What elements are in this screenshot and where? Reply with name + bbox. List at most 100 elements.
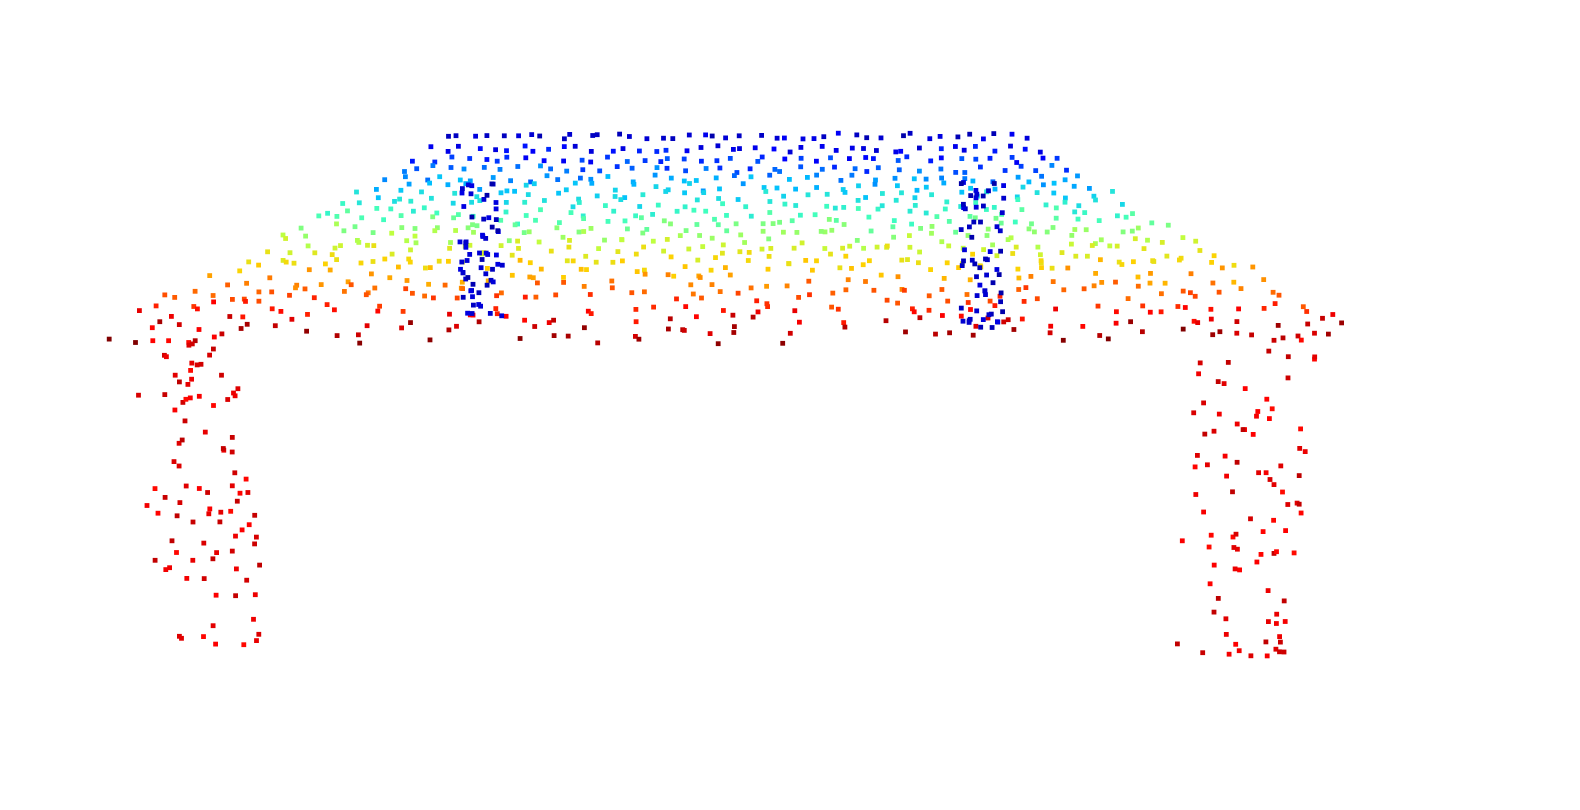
- tabletop-point: [554, 225, 560, 231]
- tabletop-point: [256, 298, 262, 304]
- tabletop-point: [875, 206, 881, 212]
- front-leg-point: [217, 519, 223, 525]
- back-leg-point: [969, 234, 975, 240]
- front-leg-point: [1254, 413, 1259, 419]
- tabletop-point: [291, 260, 297, 266]
- tabletop-point: [532, 324, 538, 329]
- back-leg-point: [968, 193, 974, 198]
- tabletop-point: [1135, 283, 1141, 289]
- tabletop-point: [1192, 293, 1198, 299]
- tabletop-point: [683, 228, 689, 233]
- tabletop-point: [665, 272, 671, 278]
- tabletop-point: [671, 273, 677, 279]
- tabletop-point: [408, 247, 413, 253]
- front-leg-point: [1285, 375, 1291, 381]
- tabletop-point: [605, 154, 610, 160]
- tabletop-point: [454, 295, 460, 301]
- tabletop-point: [664, 165, 670, 171]
- tabletop-point: [878, 272, 884, 278]
- tabletop-point: [878, 135, 884, 141]
- tabletop-point: [658, 159, 664, 164]
- back-leg-point: [959, 263, 965, 268]
- front-leg-point: [184, 576, 190, 581]
- tabletop-point: [819, 166, 825, 172]
- tabletop-point: [1165, 222, 1171, 228]
- tabletop-point: [934, 214, 940, 219]
- back-leg-point: [977, 282, 983, 288]
- tabletop-point: [388, 206, 394, 212]
- tabletop-point: [727, 272, 733, 278]
- tabletop-point: [843, 253, 849, 259]
- tabletop-point: [712, 216, 717, 222]
- tabletop-point: [412, 226, 418, 231]
- tabletop-point: [736, 133, 742, 139]
- tabletop-point: [504, 148, 509, 154]
- tabletop-point: [748, 285, 754, 291]
- front-leg-point: [144, 503, 150, 508]
- tabletop-point: [941, 180, 947, 186]
- tabletop-point: [422, 293, 427, 299]
- tabletop-point: [445, 149, 451, 154]
- tabletop-point: [435, 225, 440, 231]
- tabletop-point: [153, 303, 159, 309]
- tabletop-point: [381, 217, 386, 223]
- tabletop-point: [227, 314, 233, 319]
- front-leg-point: [210, 623, 216, 629]
- tabletop-point: [537, 133, 543, 139]
- front-leg-point: [229, 548, 235, 554]
- tabletop-point: [1195, 320, 1201, 325]
- tabletop-point: [1008, 235, 1014, 241]
- tabletop-point: [603, 203, 608, 208]
- back-leg-point: [984, 272, 989, 278]
- front-leg-point: [1201, 509, 1206, 515]
- back-leg-point: [969, 257, 975, 263]
- back-leg-point: [971, 219, 977, 225]
- front-leg-point: [179, 635, 184, 641]
- tabletop-point: [681, 178, 687, 184]
- tabletop-point: [835, 306, 841, 312]
- tabletop-point: [1149, 220, 1155, 226]
- tabletop-point: [1123, 214, 1129, 220]
- tabletop-point: [861, 146, 866, 151]
- tabletop-point: [849, 172, 855, 178]
- tabletop-point: [708, 267, 714, 273]
- tabletop-point: [1098, 237, 1104, 243]
- tabletop-point: [594, 193, 600, 199]
- tabletop-point: [923, 176, 929, 182]
- tabletop-point: [911, 176, 917, 182]
- tabletop-point: [609, 285, 615, 291]
- tabletop-point: [1110, 189, 1115, 194]
- tabletop-point: [733, 221, 739, 227]
- tabletop-point: [1012, 219, 1018, 225]
- tabletop-point: [958, 313, 964, 319]
- front-leg-point: [196, 486, 202, 491]
- front-leg-point: [1298, 510, 1304, 516]
- front-leg-point: [1231, 545, 1237, 550]
- tabletop-point: [531, 181, 537, 187]
- tabletop-point: [364, 323, 370, 329]
- tabletop-point: [1023, 285, 1029, 290]
- tabletop-point: [566, 244, 572, 250]
- front-leg-point: [214, 550, 219, 555]
- tabletop-point: [959, 156, 965, 161]
- tabletop-point: [699, 158, 704, 164]
- tabletop-point: [642, 158, 648, 163]
- tabletop-point: [991, 131, 997, 136]
- tabletop-point: [1044, 229, 1050, 235]
- tabletop-point: [814, 158, 819, 164]
- tabletop-point: [695, 257, 701, 263]
- tabletop-point: [650, 212, 655, 217]
- tabletop-point: [460, 286, 465, 291]
- tabletop-point: [717, 165, 723, 171]
- tabletop-point: [890, 224, 896, 230]
- tabletop-point: [998, 220, 1004, 226]
- tabletop-point: [1062, 199, 1068, 205]
- tabletop-point: [1208, 306, 1214, 312]
- tabletop-point: [1071, 183, 1077, 189]
- tabletop-point: [842, 190, 848, 195]
- back-leg-point: [478, 265, 484, 271]
- tabletop-point: [665, 187, 671, 193]
- tabletop-point: [419, 189, 424, 195]
- back-leg-point: [478, 303, 483, 309]
- tabletop-point: [1147, 309, 1153, 315]
